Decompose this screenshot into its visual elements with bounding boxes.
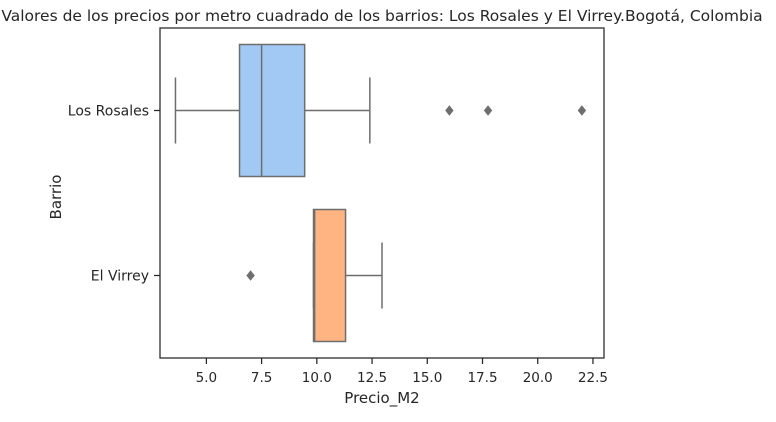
plot-frame	[159, 27, 605, 359]
outlier-los-rosales-1	[445, 105, 454, 116]
x-tick-label-6: 17.5	[467, 370, 497, 386]
y-tick-label-1: Los Rosales	[68, 104, 149, 120]
y-tick-label-2: El Virrey	[91, 269, 149, 285]
y-axis-label: Barrio	[47, 175, 65, 220]
chart-title: Valores de los precios por metro cuadrad…	[1, 7, 762, 25]
x-axis-label: Precio_M2	[344, 389, 419, 408]
box-los-rosales	[238, 43, 306, 178]
box-el-virrey	[312, 208, 347, 343]
x-tick-label-8: 22.5	[578, 370, 608, 386]
x-tick-label-1: 5.0	[196, 370, 217, 386]
x-tick-label-2: 7.5	[251, 370, 272, 386]
axes: 5.0 7.5 10.0 12.5 15.0 17.5 20.0 22.5 Los Rosale…	[68, 27, 608, 386]
x-tick-label-3: 10.0	[302, 370, 332, 386]
x-tick-label-5: 15.0	[412, 370, 442, 386]
plot-area	[174, 43, 587, 343]
x-tick-label-4: 12.5	[357, 370, 387, 386]
x-tick-label-7: 20.0	[523, 370, 553, 386]
outlier-los-rosales-2	[483, 105, 493, 116]
outlier-los-rosales-3	[577, 105, 587, 116]
outlier-el-virrey-1	[246, 270, 255, 281]
